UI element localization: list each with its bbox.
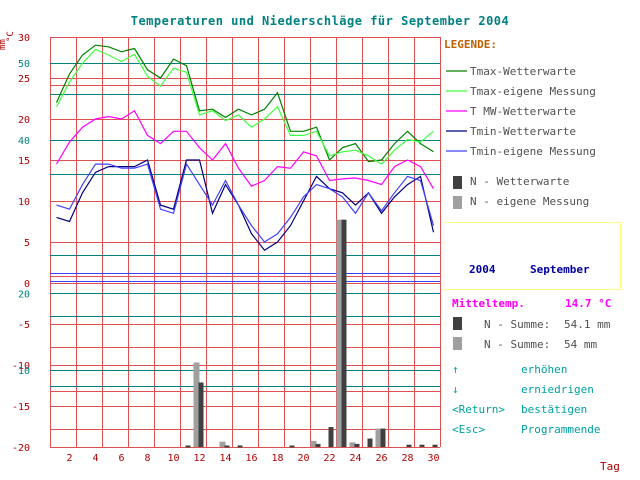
- control-up[interactable]: ↑ erhöhen: [452, 363, 622, 379]
- x-tick-label: 4: [92, 453, 98, 464]
- x-tick-label: 10: [167, 453, 179, 464]
- period-panel: 2004 September: [443, 222, 621, 290]
- chart-title: Temperaturen und Niederschläge für Septe…: [130, 14, 510, 28]
- control-return[interactable]: <Return> bestätigen: [452, 403, 622, 419]
- stat-mitteltemp-label: Mitteltemp.: [452, 297, 525, 310]
- legend-label: Tmin-Wetterwarte: [470, 125, 576, 138]
- precip-tick-label: 50: [18, 59, 30, 70]
- bar-wetterwarte-day-29: [419, 444, 425, 447]
- bar-wetterwarte-day-11: [185, 445, 191, 448]
- stat-nsum-em-value: 54 mm: [564, 338, 598, 351]
- temp-tick-label: 0: [24, 279, 30, 290]
- temp-tick-label: 15: [18, 156, 30, 167]
- stat-mitteltemp: Mitteltemp.: [452, 297, 525, 310]
- bar-wetterwarte-day-21: [315, 443, 321, 447]
- stat-nsum-ww-value: 54.1 mm: [564, 318, 611, 331]
- x-tick-label: 8: [144, 453, 150, 464]
- temp-tick-label: -20: [12, 443, 30, 454]
- bar-eigene-day-14: [219, 441, 226, 447]
- bar-wetterwarte-day-19: [289, 445, 295, 448]
- x-tick-label: 14: [219, 453, 231, 464]
- x-tick-label: 2: [66, 453, 72, 464]
- temperature-lines: [55, 44, 435, 251]
- period-month: September: [530, 263, 590, 276]
- legend-panel: LEGENDE: Tmax-Wetterwarte Tmax-eigene Mess…: [444, 38, 596, 209]
- x-tick-label: 16: [245, 453, 257, 464]
- control-esc[interactable]: <Esc> Programmende: [452, 423, 622, 439]
- temp-tick-label: -5: [18, 320, 30, 331]
- x-tick-label: 6: [118, 453, 124, 464]
- series-line-1: [55, 48, 434, 165]
- precip-tick-label: 10: [18, 366, 30, 377]
- control-down[interactable]: ↓ erniedrigen: [452, 383, 622, 399]
- series-line-4: [56, 162, 435, 243]
- legend-label: N - eigene Messung: [470, 195, 589, 208]
- legend-label: Tmin-eigene Messung: [470, 145, 596, 158]
- control-return-label: bestätigen: [521, 403, 588, 416]
- bar-wetterwarte-day-30: [432, 444, 438, 447]
- precip-tick-label: 40: [18, 136, 30, 147]
- grid: [50, 37, 441, 448]
- bar-wetterwarte-day-22: [328, 427, 334, 447]
- temp-tick-label: 5: [24, 238, 30, 249]
- control-esc-label: Programmende: [521, 423, 601, 436]
- bar-wetterwarte-day-14: [224, 445, 230, 448]
- bar-eigene-day-23: [336, 219, 343, 447]
- legend-swatch-bar: [453, 196, 462, 209]
- unit-celsius: °C: [6, 31, 16, 42]
- stat-nsum-em-label: N - Summe:: [484, 338, 551, 351]
- temp-tick-label: 25: [18, 74, 30, 85]
- x-tick-label: 20: [297, 453, 309, 464]
- x-tick-label: 30: [427, 453, 439, 464]
- legend-label: T MW-Wetterwarte: [470, 105, 576, 118]
- legend-label: N - Wetterwarte: [470, 175, 569, 188]
- bar-wetterwarte-day-15: [237, 445, 243, 448]
- control-up-label: erhöhen: [521, 363, 568, 376]
- bar-eigene-day-26: [375, 428, 382, 447]
- temp-tick-label: 20: [18, 115, 30, 126]
- bar-wetterwarte-day-28: [406, 444, 412, 447]
- arrow-up-icon: ↑: [452, 363, 459, 376]
- bar-wetterwarte-day-26: [380, 428, 386, 447]
- period-year: 2004: [469, 263, 496, 276]
- control-down-label: erniedrigen: [521, 383, 594, 396]
- legend-label: Tmax-Wetterwarte: [470, 65, 576, 78]
- x-tick-label: 24: [349, 453, 361, 464]
- return-key: <Return>: [452, 403, 505, 416]
- esc-key: <Esc>: [452, 423, 486, 436]
- temp-tick-label: 30: [18, 33, 30, 44]
- legend-label: Tmax-eigene Messung: [470, 85, 596, 98]
- bar-eigene-day-21: [310, 440, 317, 447]
- temp-tick-label: -15: [12, 402, 30, 413]
- x-axis-label: Tag: [600, 460, 620, 473]
- precip-bars: [185, 219, 438, 448]
- bar-wetterwarte-day-12: [198, 382, 204, 447]
- stat-nsum-em-swatch: [453, 337, 462, 350]
- series-line-0: [55, 44, 434, 163]
- bar-wetterwarte-day-25: [367, 438, 373, 447]
- x-tick-label: 22: [323, 453, 335, 464]
- arrow-down-icon: ↓: [452, 383, 459, 396]
- temp-tick-label: 10: [18, 197, 30, 208]
- bar-wetterwarte-day-23: [341, 219, 347, 447]
- x-tick-label: 12: [193, 453, 205, 464]
- temp-tick-label: -10: [12, 361, 30, 372]
- series-line-2: [55, 109, 435, 190]
- bar-wetterwarte-day-24: [354, 443, 360, 447]
- x-tick-label: 18: [271, 453, 283, 464]
- stat-nsum-ww-label: N - Summe:: [484, 318, 551, 331]
- bar-eigene-day-24: [349, 442, 356, 447]
- bar-eigene-day-12: [193, 362, 200, 447]
- stat-mitteltemp-value: 14.7 °C: [565, 297, 612, 310]
- precip-tick-label: 20: [18, 289, 30, 300]
- legend-swatch-bar: [453, 176, 462, 189]
- x-tick-label: 28: [401, 453, 413, 464]
- legend-heading: LEGENDE:: [444, 38, 497, 51]
- stat-nsum-ww-swatch: [453, 317, 462, 330]
- x-tick-label: 26: [375, 453, 387, 464]
